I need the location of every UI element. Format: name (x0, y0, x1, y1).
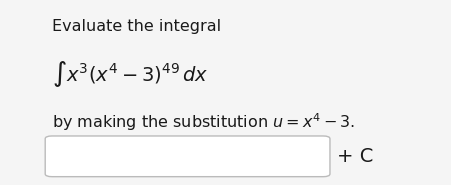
Text: $\int x^3(x^4 - 3)^{49}\,dx$: $\int x^3(x^4 - 3)^{49}\,dx$ (52, 59, 208, 89)
FancyBboxPatch shape (45, 136, 329, 177)
Text: Evaluate the integral: Evaluate the integral (52, 18, 221, 33)
Text: by making the substitution $u = x^4 - 3$.: by making the substitution $u = x^4 - 3$… (52, 111, 354, 133)
Text: + C: + C (336, 147, 372, 166)
